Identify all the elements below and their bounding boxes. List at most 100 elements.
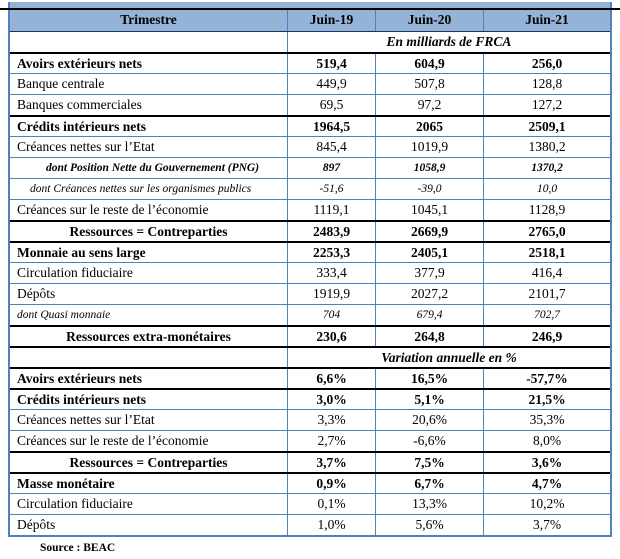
variation-section-title: Variation annuelle en % xyxy=(287,348,610,367)
cell-value: 702,7 xyxy=(483,305,610,325)
cell-value: 1964,5 xyxy=(287,117,375,136)
cell-value: -6,6% xyxy=(375,431,483,451)
row-label: Créances nettes sur l’Etat xyxy=(17,139,155,154)
cell-value: 264,8 xyxy=(375,327,483,346)
row-label: Avoirs extérieurs nets xyxy=(17,370,142,386)
column-header-juin-20: Juin-20 xyxy=(375,8,483,31)
table-row: Circulation fiduciaire 333,4 377,9 416,4 xyxy=(10,262,610,283)
row-label: dont Créances nettes sur les organismes … xyxy=(30,183,252,195)
cell-value: 69,5 xyxy=(287,95,375,115)
cell-value: 20,6% xyxy=(375,410,483,430)
cell-value: 2027,2 xyxy=(375,284,483,304)
cell-value: 1019,9 xyxy=(375,137,483,157)
source-note: Source : BEAC xyxy=(40,542,116,554)
table-row-total: Ressources = Contreparties 3,7% 7,5% 3,6… xyxy=(10,451,610,472)
table-row-dont: dont Quasi monnaie 704 679,4 702,7 xyxy=(10,304,610,325)
table-row: Circulation fiduciaire 0,1% 13,3% 10,2% xyxy=(10,493,610,514)
monetary-statistics-table: Trimestre Juin-19 Juin-20 Juin-21 En mil… xyxy=(8,2,612,537)
cell-value: 16,5% xyxy=(375,369,483,388)
column-header-juin-19: Juin-19 xyxy=(287,8,375,31)
cell-value: 3,0% xyxy=(287,390,375,409)
cell-value: 2765,0 xyxy=(483,222,610,241)
cell-value: 845,4 xyxy=(287,137,375,157)
cell-value: 1119,1 xyxy=(287,200,375,220)
table-row: Crédits intérieurs nets 1964,5 2065 2509… xyxy=(10,115,610,136)
table-row: Créances nettes sur l’Etat 845,4 1019,9 … xyxy=(10,136,610,157)
variation-section-row: Variation annuelle en % xyxy=(10,346,610,367)
cell-value: 0,9% xyxy=(287,474,375,493)
cell-value: 21,5% xyxy=(483,390,610,409)
cell-value: 35,3% xyxy=(483,410,610,430)
cell-value: 1919,9 xyxy=(287,284,375,304)
cell-value: 2,7% xyxy=(287,431,375,451)
cell-value: 127,2 xyxy=(483,95,610,115)
cell-value: -51,6 xyxy=(287,179,375,199)
row-label: Dépôts xyxy=(17,517,56,532)
cell-value: 97,2 xyxy=(375,95,483,115)
cell-value: 2669,9 xyxy=(375,222,483,241)
cell-value: 128,8 xyxy=(483,74,610,94)
row-label: Banque centrale xyxy=(17,76,105,91)
table-row: Créances sur le reste de l’économie 1119… xyxy=(10,199,610,220)
cell-value: 507,8 xyxy=(375,74,483,94)
units-section-row: En milliards de FRCA xyxy=(10,31,610,52)
cell-value: 1058,9 xyxy=(375,158,483,178)
empty-cell xyxy=(10,32,287,52)
cell-value: 333,4 xyxy=(287,263,375,283)
table-row: Crédits intérieurs nets 3,0% 5,1% 21,5% xyxy=(10,388,610,409)
column-header-juin-21: Juin-21 xyxy=(483,8,610,31)
cell-value: 449,9 xyxy=(287,74,375,94)
table-row-total: Ressources extra-monétaires 230,6 264,8 … xyxy=(10,325,610,346)
row-label: Créances sur le reste de l’économie xyxy=(17,202,209,217)
row-label: Ressources extra-monétaires xyxy=(66,328,231,344)
row-label: Banques commerciales xyxy=(17,97,142,112)
top-horizontal-rule xyxy=(0,8,620,10)
table-row: Dépôts 1919,9 2027,2 2101,7 xyxy=(10,283,610,304)
row-label: Crédits intérieurs nets xyxy=(17,118,146,134)
table-row: Avoirs extérieurs nets 6,6% 16,5% -57,7% xyxy=(10,367,610,388)
row-label: Créances nettes sur l’Etat xyxy=(17,412,155,427)
table-row-dont: dont Créances nettes sur les organismes … xyxy=(10,178,610,199)
cell-value: 5,1% xyxy=(375,390,483,409)
cell-value: 6,6% xyxy=(287,369,375,388)
table-row: Banques commerciales 69,5 97,2 127,2 xyxy=(10,94,610,115)
cell-value: 519,4 xyxy=(287,54,375,73)
cell-value: 416,4 xyxy=(483,263,610,283)
cell-value: 4,7% xyxy=(483,474,610,493)
cell-value: 2253,3 xyxy=(287,243,375,262)
cell-value: 1128,9 xyxy=(483,200,610,220)
row-label: dont Quasi monnaie xyxy=(17,309,111,321)
row-label: Dépôts xyxy=(17,286,56,301)
row-label: Circulation fiduciaire xyxy=(17,265,133,280)
cell-value: 3,7% xyxy=(483,515,610,535)
table-row-dont: dont Position Nette du Gouvernement (PNG… xyxy=(10,157,610,178)
cell-value: 7,5% xyxy=(375,453,483,472)
cell-value: 256,0 xyxy=(483,54,610,73)
row-label: Ressources = Contreparties xyxy=(69,223,228,239)
cell-value: 704 xyxy=(287,305,375,325)
cell-value: 1,0% xyxy=(287,515,375,535)
cell-value: 2101,7 xyxy=(483,284,610,304)
cell-value: 3,7% xyxy=(287,453,375,472)
row-label: Circulation fiduciaire xyxy=(17,496,133,511)
cell-value: 679,4 xyxy=(375,305,483,325)
cell-value: 377,9 xyxy=(375,263,483,283)
cell-value: 0,1% xyxy=(287,494,375,514)
row-label: Ressources = Contreparties xyxy=(69,454,228,470)
row-label: dont Position Nette du Gouvernement (PNG… xyxy=(46,162,260,174)
cell-value: 2509,1 xyxy=(483,117,610,136)
column-header-trimestre: Trimestre xyxy=(120,11,177,27)
cell-value: 3,6% xyxy=(483,453,610,472)
cell-value: 604,9 xyxy=(375,54,483,73)
row-label: Créances sur le reste de l’économie xyxy=(17,433,209,448)
empty-cell xyxy=(10,348,287,367)
cell-value: 5,6% xyxy=(375,515,483,535)
row-label: Monnaie au sens large xyxy=(17,244,146,260)
table-header-row: Trimestre Juin-19 Juin-20 Juin-21 xyxy=(10,2,610,31)
cell-value: 2065 xyxy=(375,117,483,136)
row-label: Avoirs extérieurs nets xyxy=(17,55,142,71)
table-row: Avoirs extérieurs nets 519,4 604,9 256,0 xyxy=(10,52,610,73)
units-section-title: En milliards de FRCA xyxy=(287,32,610,52)
table-row: Dépôts 1,0% 5,6% 3,7% xyxy=(10,514,610,535)
table-row: Créances sur le reste de l’économie 2,7%… xyxy=(10,430,610,451)
